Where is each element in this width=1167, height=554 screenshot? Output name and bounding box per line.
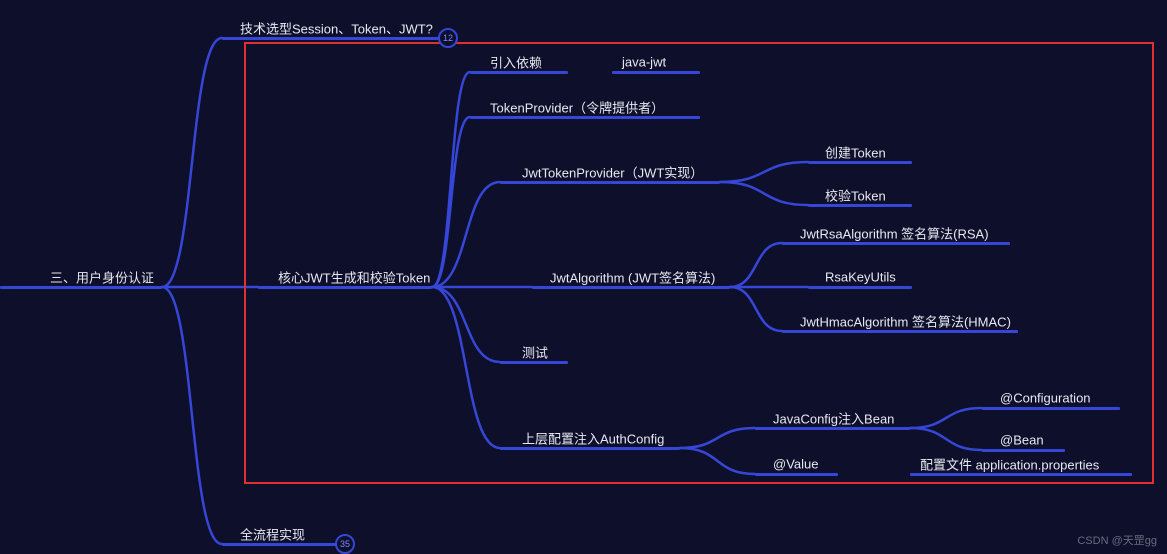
node-underline — [612, 71, 700, 74]
node-underline — [500, 361, 568, 364]
count-badge: 12 — [438, 28, 458, 48]
l4-node: @Bean — [1000, 433, 1044, 448]
node-underline — [500, 447, 680, 450]
l2-dep: 引入依赖 — [490, 53, 542, 72]
node-underline — [222, 543, 345, 546]
root-node: 三、用户身份认证 — [50, 268, 154, 287]
branch-bottom: 全流程实现 — [240, 525, 305, 544]
highlight-box — [244, 42, 1154, 484]
node-extra-label: 配置文件 application.properties — [920, 455, 1099, 474]
node-underline — [500, 181, 720, 184]
branch-middle: 核心JWT生成和校验Token — [278, 268, 430, 287]
node-underline — [910, 473, 1132, 476]
branch-top: 技术选型Session、Token、JWT? — [240, 19, 433, 38]
node-underline — [258, 286, 432, 289]
node-underline — [470, 116, 700, 119]
node-underline — [782, 330, 1018, 333]
l2-test: 测试 — [522, 343, 548, 362]
node-underline — [0, 286, 162, 289]
l3-node: JavaConfig注入Bean — [773, 409, 894, 428]
node-underline — [470, 71, 568, 74]
l2-tprov: TokenProvider（令牌提供者） — [490, 98, 664, 117]
l3-node: RsaKeyUtils — [825, 270, 896, 285]
node-underline — [755, 473, 838, 476]
node-underline — [982, 449, 1065, 452]
l2-jprov: JwtTokenProvider（JWT实现） — [522, 163, 703, 182]
node-underline — [782, 242, 1010, 245]
l3-node: @Value — [773, 457, 818, 472]
l2-auth: 上层配置注入AuthConfig — [522, 429, 664, 448]
l3-node: JwtRsaAlgorithm 签名算法(RSA) — [800, 224, 989, 243]
node-extra-label: java-jwt — [622, 55, 666, 70]
node-underline — [222, 37, 448, 40]
l3-node: 校验Token — [825, 186, 886, 205]
count-badge: 35 — [335, 534, 355, 554]
node-underline — [808, 286, 912, 289]
node-underline — [808, 204, 912, 207]
node-underline — [532, 286, 730, 289]
l2-jalg: JwtAlgorithm (JWT签名算法) — [550, 268, 715, 287]
l3-node: 创建Token — [825, 143, 886, 162]
node-underline — [982, 407, 1120, 410]
node-underline — [808, 161, 912, 164]
l3-node: JwtHmacAlgorithm 签名算法(HMAC) — [800, 312, 1011, 331]
node-underline — [755, 427, 910, 430]
watermark: CSDN @天罡gg — [1077, 532, 1157, 548]
l4-node: @Configuration — [1000, 391, 1091, 406]
